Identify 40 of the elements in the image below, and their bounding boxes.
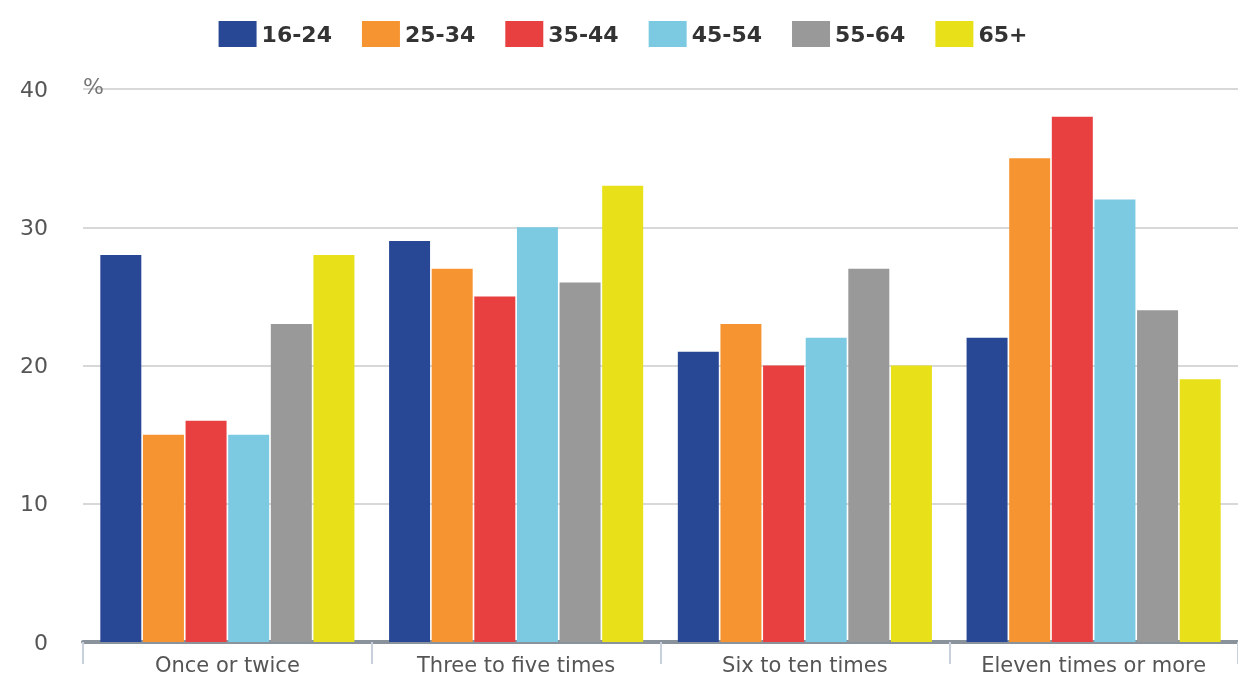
y-tick-label: 0 [34, 629, 48, 655]
y-tick-label: 20 [20, 353, 48, 378]
legend-label: 45-54 [691, 21, 763, 47]
bar [270, 324, 312, 642]
y-axis-title: % [83, 73, 104, 99]
bar [389, 241, 431, 642]
bar [1137, 310, 1179, 642]
bar [185, 420, 227, 642]
bar [966, 337, 1008, 642]
bar [474, 296, 516, 642]
bar [142, 434, 184, 642]
bar [313, 254, 355, 642]
legend-label: 65+ [978, 21, 1028, 47]
bar [848, 268, 890, 642]
legend-label: 35-44 [548, 21, 619, 47]
legend-label: 25-34 [404, 21, 476, 47]
bar [100, 254, 142, 642]
y-tick-label: 40 [20, 76, 48, 102]
bar [228, 434, 270, 642]
bar [763, 365, 805, 642]
x-tick-label: Once or twice [154, 652, 300, 677]
bar [559, 282, 601, 642]
x-tick-label: Three to five times [416, 652, 616, 677]
bar [805, 337, 847, 642]
bar [1094, 199, 1136, 642]
x-tick-label: Six to ten times [722, 652, 888, 677]
x-tick-label: Eleven times or more [981, 652, 1207, 677]
bar [1179, 379, 1221, 642]
legend-label: 16-24 [261, 21, 332, 47]
bar [431, 268, 473, 642]
y-tick-label: 10 [20, 491, 48, 517]
bar [602, 185, 644, 642]
y-tick-label: 30 [20, 214, 48, 240]
bar [1051, 116, 1093, 642]
bar [1009, 158, 1051, 642]
legend-label: 55-64 [835, 21, 906, 47]
bar [677, 351, 719, 642]
bar [720, 324, 762, 642]
bar [890, 365, 932, 642]
bar [516, 227, 558, 642]
